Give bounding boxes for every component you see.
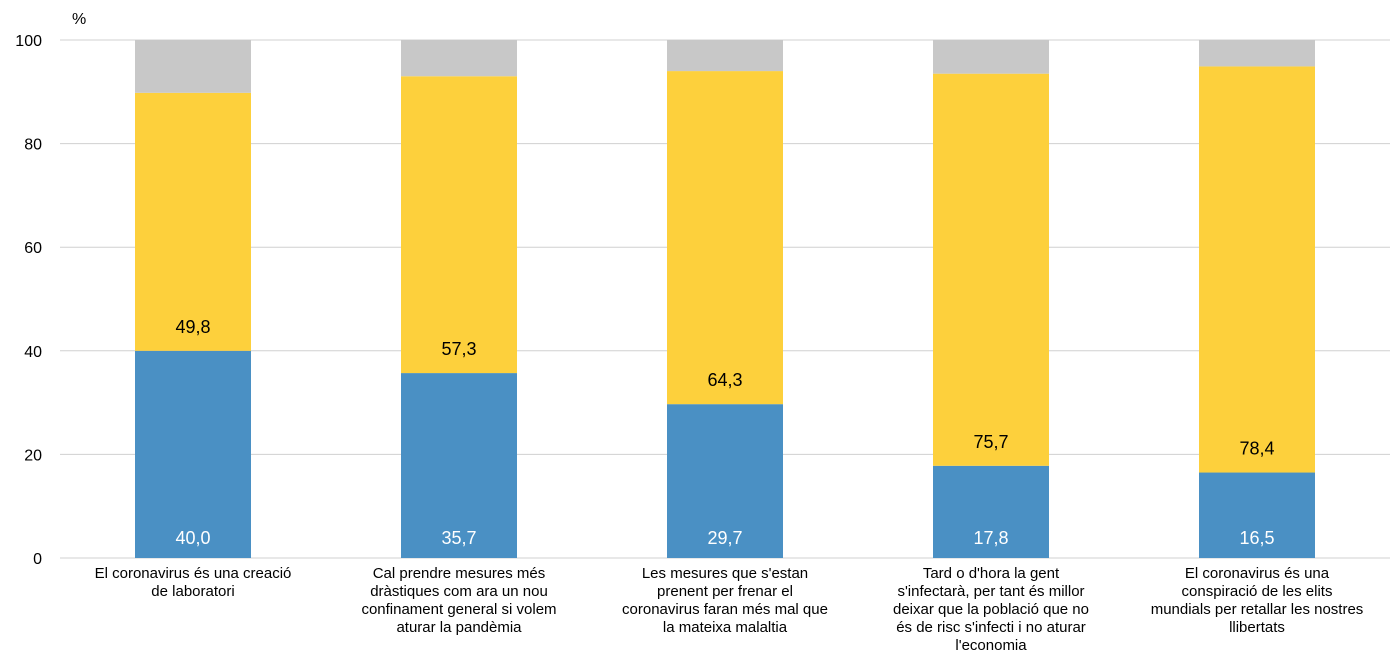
data-label: 16,5 — [1239, 528, 1274, 548]
category-label-line: El coronavirus és una — [1185, 565, 1330, 582]
category-label-line: deixar que la població que no — [893, 601, 1089, 618]
bar-segment — [933, 40, 1049, 74]
y-tick-label: 40 — [24, 344, 42, 361]
data-label: 35,7 — [441, 528, 476, 548]
category-label-line: s'infectarà, per tant és millor — [897, 583, 1084, 600]
data-label: 40,0 — [175, 528, 210, 548]
data-label: 57,3 — [441, 339, 476, 359]
data-labels: 40,0 49,8 35,7 57,3 29,7 64,3 17,8 75,7 16,5 78,4 — [175, 317, 1274, 548]
bar-segment — [667, 404, 783, 558]
bar-segment — [1199, 40, 1315, 67]
data-label: 17,8 — [973, 528, 1008, 548]
category-label-line: llibertats — [1229, 619, 1285, 636]
data-label: 78,4 — [1239, 439, 1274, 459]
bar-segment — [667, 40, 783, 72]
y-tick-label: 100 — [15, 33, 42, 50]
category-label-line: confinament general si volem — [361, 601, 556, 618]
bar-segment — [1199, 66, 1315, 473]
y-tick-label: 80 — [24, 137, 42, 154]
category-label-line: és de risc s'infecti i no aturar — [896, 619, 1086, 636]
bar-segment — [667, 71, 783, 405]
category-label-line: aturar la pandèmia — [396, 619, 522, 636]
bar-segment — [135, 92, 251, 351]
data-label: 75,7 — [973, 432, 1008, 452]
category-label-line: prenent per frenar el — [657, 583, 793, 600]
category-label-line: dràstiques com ara un nou — [370, 583, 548, 600]
bar-segment — [933, 73, 1049, 466]
data-label: 64,3 — [707, 370, 742, 390]
category-label-line: Les mesures que s'estan — [642, 565, 808, 582]
category-label-line: la mateixa malaltia — [663, 619, 788, 636]
bar-segment — [1199, 472, 1315, 558]
bar-segment — [933, 465, 1049, 558]
category-label-line: conspiració de les elits — [1182, 583, 1333, 600]
category-label-line: mundials per retallar les nostres — [1151, 601, 1364, 618]
category-label-line: El coronavirus és una creació — [95, 565, 292, 582]
category-label-line: l'economia — [955, 637, 1027, 654]
bars — [135, 40, 1315, 558]
bar-segment — [401, 40, 517, 77]
bar-segment — [401, 76, 517, 374]
y-axis-ticks: 0 20 40 60 80 100 — [15, 33, 42, 568]
category-label-line: Tard o d'hora la gent — [923, 565, 1060, 582]
y-tick-label: 0 — [33, 551, 42, 568]
category-label-line: coronavirus faran més mal que — [622, 601, 828, 618]
bar-segment — [135, 350, 251, 558]
category-label-line: de laboratori — [151, 583, 234, 600]
y-axis-unit-label: % — [72, 11, 86, 28]
bar-segment — [401, 373, 517, 558]
y-tick-label: 20 — [24, 447, 42, 464]
bar-segment — [135, 40, 251, 93]
y-tick-label: 60 — [24, 240, 42, 257]
category-label-line: Cal prendre mesures més — [373, 565, 546, 582]
data-label: 49,8 — [175, 317, 210, 337]
data-label: 29,7 — [707, 528, 742, 548]
